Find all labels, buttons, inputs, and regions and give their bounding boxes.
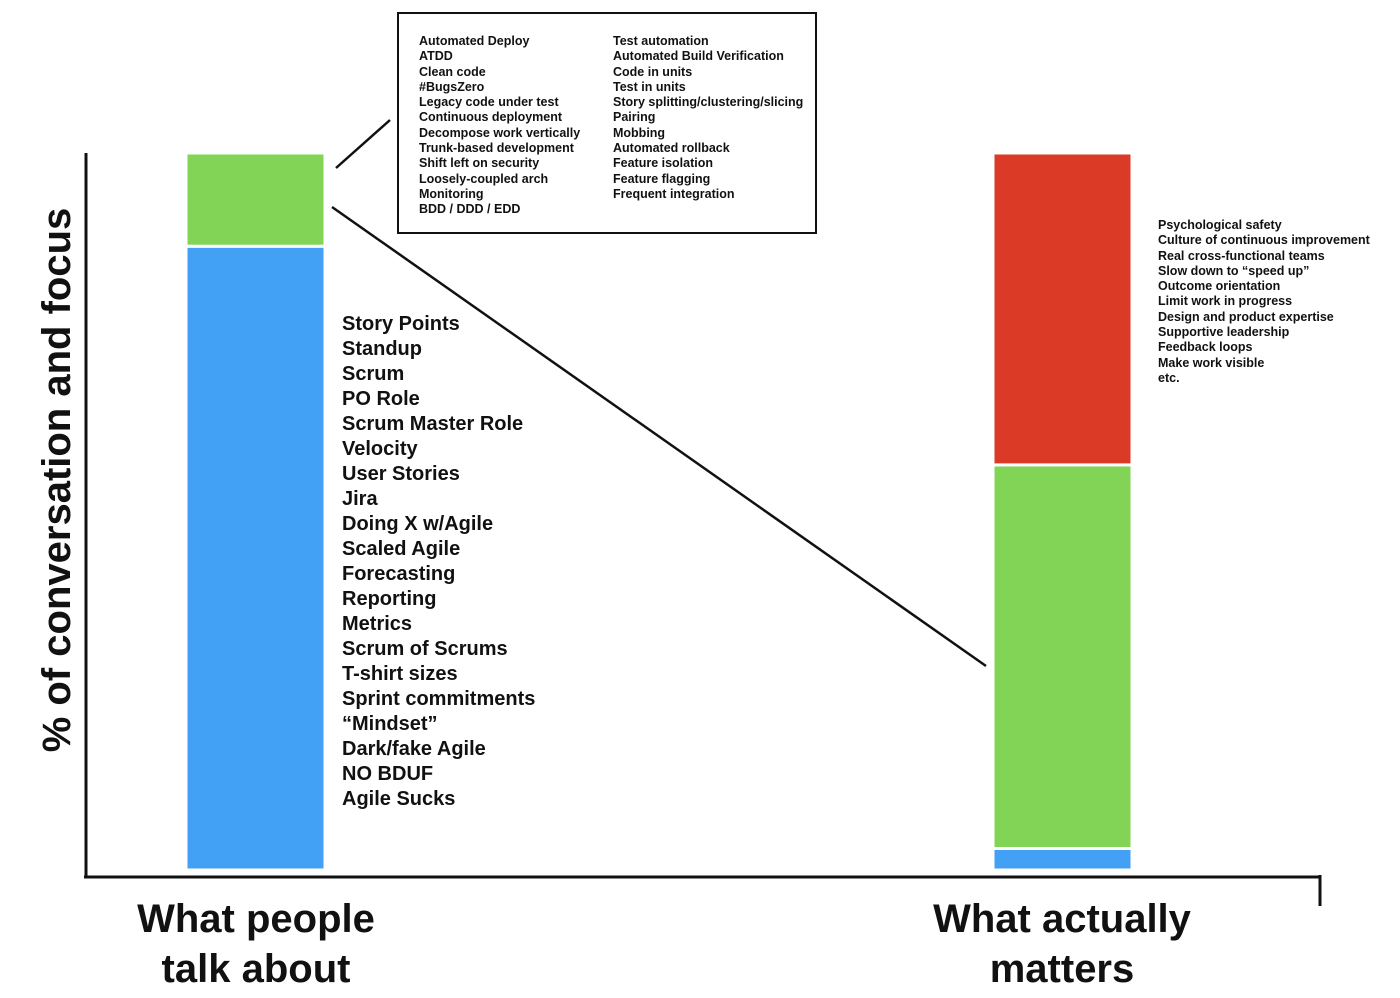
practice-item: Feature isolation (613, 156, 714, 171)
category-label-what-people-talk-about: What people talk about (106, 894, 406, 994)
category-label-line: What actually (933, 897, 1191, 941)
practice-item: Story splitting/clustering/slicing (613, 95, 804, 110)
practice-item: Legacy code under test (419, 95, 559, 110)
callout-connector-top (335, 119, 391, 169)
process-topic-item: Doing X w/Agile (342, 513, 494, 535)
practice-item: Decompose work vertically (419, 125, 581, 140)
process-topic-item: Metrics (342, 613, 413, 635)
process-topic-item: Reporting (342, 588, 437, 610)
category-label-line: talk about (161, 947, 351, 991)
process-topics-list: Story Points Standup Scrum PO Role Scrum Mas… (342, 312, 535, 812)
bar-segment-1-2 (991, 151, 1134, 467)
practice-item: ATDD (419, 49, 453, 64)
culture-topic-item: Culture of continuous improvement (1158, 233, 1370, 248)
bar-segment-1-0 (991, 846, 1134, 872)
callout-column-1: Automated Deploy ATDD Clean code #BugsZero L… (419, 34, 580, 218)
process-topic-item: PO Role (342, 388, 420, 410)
practice-item: Clean code (419, 64, 486, 79)
process-topic-item: “Mindset” (342, 713, 438, 735)
process-topic-item: T-shirt sizes (342, 663, 458, 685)
practice-item: Code in units (613, 64, 693, 79)
culture-topic-item: Slow down to “speed up” (1158, 263, 1310, 278)
culture-topic-item: Real cross-functional teams (1158, 248, 1325, 263)
bars-group (184, 151, 1134, 872)
culture-topic-item: Outcome orientation (1158, 279, 1281, 294)
practice-item: Frequent integration (613, 186, 735, 201)
process-topic-item: Velocity (342, 438, 418, 460)
practice-item: Trunk-based development (419, 141, 574, 156)
process-topic-item: Jira (342, 488, 378, 510)
culture-topic-item: Supportive leadership (1158, 325, 1290, 340)
callout-column-2: Test automation Automated Build Verificat… (613, 34, 803, 202)
practice-item: Mobbing (613, 125, 666, 140)
process-topic-item: Dark/fake Agile (342, 738, 486, 760)
practice-item: Monitoring (419, 186, 484, 201)
category-label-line: What people (137, 897, 375, 941)
process-topic-item: Scrum of Scrums (342, 638, 508, 660)
practice-item: Feature flagging (613, 171, 711, 186)
practice-item: Shift left on security (419, 156, 540, 171)
culture-topics-list: Psychological safety Culture of continuou… (1158, 218, 1370, 386)
practice-item: Test automation (613, 34, 709, 48)
process-topic-item: Sprint commitments (342, 688, 536, 710)
culture-topic-item: Psychological safety (1158, 218, 1282, 232)
bar-segment-0-0 (184, 244, 327, 872)
practice-item: Automated Deploy (419, 34, 530, 48)
practice-item: Automated Build Verification (613, 49, 784, 64)
process-topic-item: Scaled Agile (342, 538, 461, 560)
practice-item: BDD / DDD / EDD (419, 202, 521, 217)
process-topic-item: Agile Sucks (342, 788, 456, 810)
culture-topic-item: Feedback loops (1158, 340, 1253, 355)
culture-topic-item: etc. (1158, 370, 1180, 385)
practice-item: Test in units (613, 79, 686, 94)
practice-item: #BugsZero (419, 79, 485, 94)
process-topic-item: Story Points (342, 313, 460, 335)
process-topic-item: NO BDUF (342, 763, 434, 785)
process-topic-item: Standup (342, 338, 422, 360)
process-topic-item: Scrum Master Role (342, 413, 524, 435)
practice-item: Pairing (613, 110, 656, 125)
process-topic-item: User Stories (342, 463, 460, 485)
culture-topic-item: Make work visible (1158, 355, 1265, 370)
category-label-what-actually-matters: What actually matters (902, 894, 1222, 994)
practice-item: Continuous deployment (419, 110, 563, 125)
culture-topic-item: Design and product expertise (1158, 309, 1334, 324)
callout-connector-bottom (331, 205, 987, 668)
bar-segment-0-1 (184, 151, 327, 248)
y-axis-label: % of conversation and focus (35, 208, 79, 753)
process-topic-item: Forecasting (342, 563, 456, 585)
category-label-line: matters (989, 947, 1135, 991)
practice-item: Loosely-coupled arch (419, 171, 549, 186)
process-topic-item: Scrum (342, 363, 405, 385)
technical-practices-callout: Automated Deploy ATDD Clean code #BugsZero L… (397, 12, 817, 234)
practice-item: Automated rollback (613, 141, 730, 156)
culture-topic-item: Limit work in progress (1158, 294, 1293, 309)
bar-segment-1-1 (991, 463, 1134, 850)
